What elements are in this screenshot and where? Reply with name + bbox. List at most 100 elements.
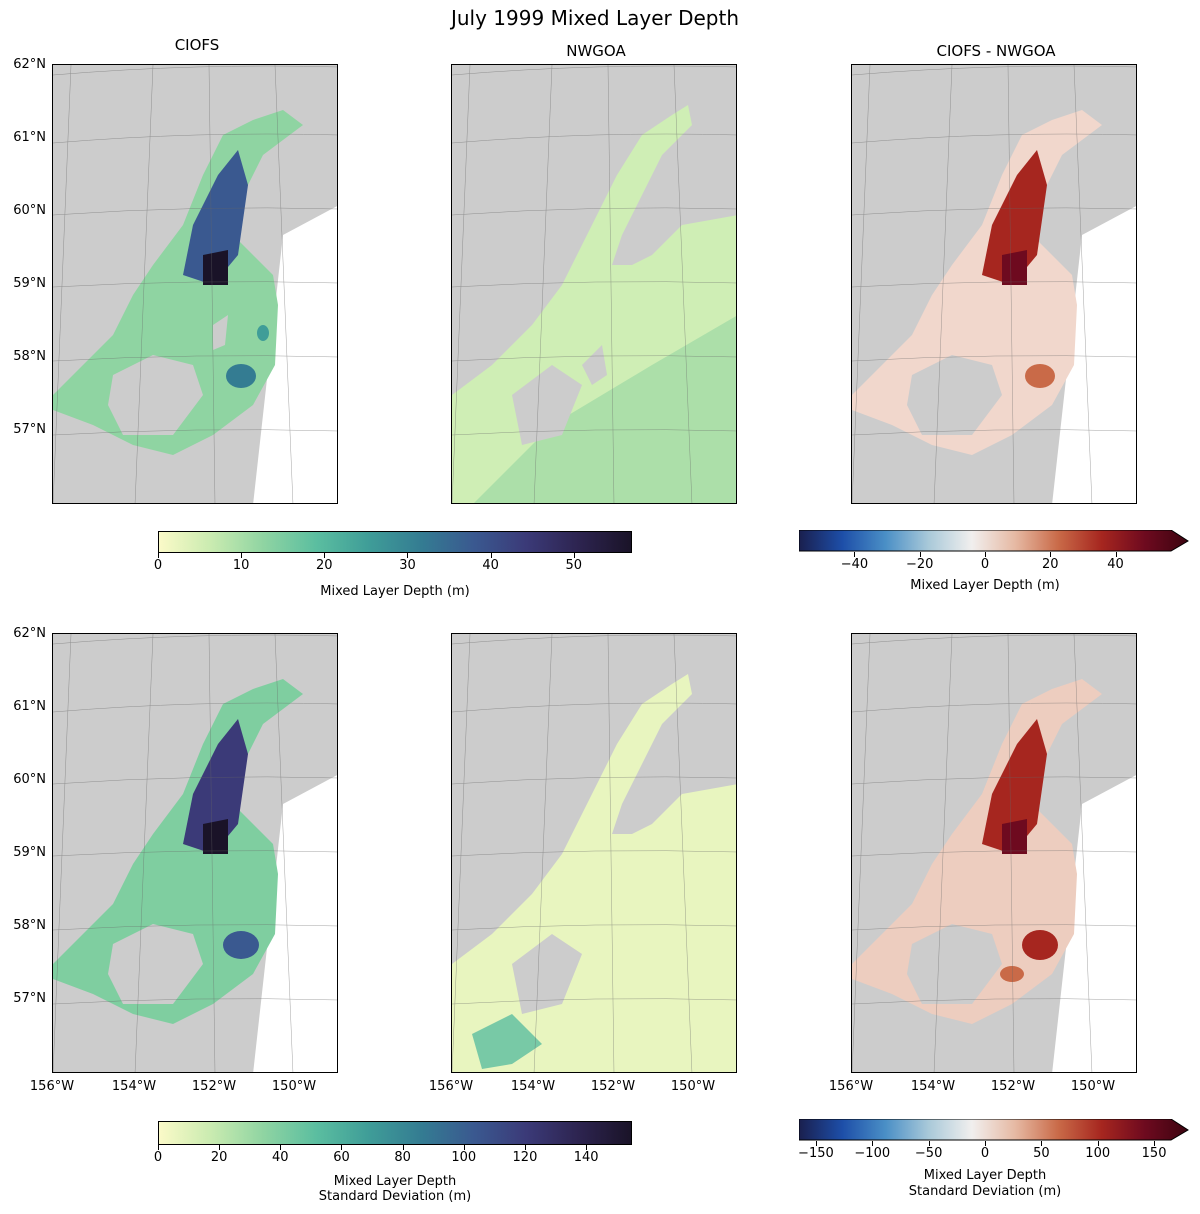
map-nwgoa-mean <box>451 64 737 504</box>
colorbar-tick-label: 100 <box>1085 1146 1111 1161</box>
lat-label: 61°N <box>13 130 46 145</box>
lon-label: 152°W <box>191 1079 237 1094</box>
colorbar-tick-mark <box>158 553 159 558</box>
lat-label: 59°N <box>13 845 46 860</box>
figure-title: July 1999 Mixed Layer Depth <box>450 6 739 30</box>
map-diff-mean <box>851 64 1137 504</box>
colorbar-tick-mark <box>985 1141 986 1146</box>
colorbar-tick-label: 40 <box>272 1150 289 1165</box>
colorbar-tick-label: 0 <box>980 557 990 572</box>
map-svg <box>852 65 1136 503</box>
colorbar-bottom-diverging <box>798 1118 1189 1141</box>
lon-label: 152°W <box>990 1079 1036 1094</box>
colorbar-label-bot-seq-2: Standard Deviation (m) <box>318 1189 472 1204</box>
colorbar-tick-label: 40 <box>1107 557 1124 572</box>
colorbar-tick-mark <box>1097 1141 1099 1146</box>
colorbar-tick-mark <box>341 1145 343 1150</box>
lat-label: 62°N <box>13 626 46 641</box>
lat-label: 57°N <box>13 422 46 437</box>
colorbar-label-bot-seq-1: Mixed Layer Depth <box>333 1174 457 1189</box>
lat-label: 59°N <box>13 276 46 291</box>
map-nwgoa-std <box>451 633 737 1073</box>
colorbar-tick-mark <box>324 553 326 558</box>
colorbar-tick-mark <box>219 1145 221 1150</box>
map-ciofs-std <box>52 633 338 1073</box>
colorbar-label-top-seq: Mixed Layer Depth (m) <box>320 584 470 599</box>
colorbar-tick-mark <box>1115 552 1117 557</box>
lon-label: 154°W <box>510 1079 556 1094</box>
colorbar-tick-mark <box>919 552 921 557</box>
map-svg <box>452 65 736 503</box>
colorbar-tick-label: 20 <box>210 1150 228 1165</box>
lat-label: 60°N <box>13 772 46 787</box>
colorbar-tick-label: 150 <box>1141 1146 1167 1161</box>
colorbar-tick-label: 50 <box>1033 1146 1050 1161</box>
colorbar-tick-mark <box>872 1141 874 1146</box>
col-title-diff: CIOFS - NWGOA <box>936 42 1056 60</box>
colorbar-tick-mark <box>402 1145 404 1150</box>
colorbar-tick-label: 50 <box>565 558 583 573</box>
colorbar-tick-mark <box>524 1145 526 1150</box>
colorbar-tick-label: 0 <box>153 558 163 573</box>
colorbar-tick-mark <box>490 553 492 558</box>
lon-label: 154°W <box>910 1079 956 1094</box>
col-title-nwgoa: NWGOA <box>566 42 626 60</box>
lon-label: 156°W <box>828 1079 874 1094</box>
lat-label: 60°N <box>13 203 46 218</box>
lat-label: 62°N <box>13 57 46 72</box>
colorbar-tick-mark <box>1041 1141 1043 1146</box>
colorbar-label-top-div: Mixed Layer Depth (m) <box>910 578 1060 593</box>
colorbar-tick-mark <box>241 553 243 558</box>
lon-label: 150°W <box>670 1079 716 1094</box>
lon-label: 150°W <box>1070 1079 1116 1094</box>
col-title-ciofs: CIOFS <box>174 36 220 54</box>
colorbar-tick-mark <box>463 1145 465 1150</box>
colorbar-tick-label: −40 <box>840 557 869 572</box>
map-svg <box>53 634 337 1072</box>
map-diff-std <box>851 633 1137 1073</box>
colorbar-tick-label: 40 <box>482 558 499 573</box>
colorbar-tick-label: 60 <box>333 1150 350 1165</box>
colorbar-tick-mark <box>586 1145 588 1150</box>
colorbar-tick-label: 30 <box>399 558 416 573</box>
colorbar-tick-mark <box>1154 1141 1156 1146</box>
colorbar-tick-label: 80 <box>394 1150 411 1165</box>
colorbar-bottom-sequential <box>158 1121 632 1145</box>
colorbar-tick-label: −100 <box>854 1146 891 1161</box>
lon-label: 156°W <box>428 1079 474 1094</box>
map-svg <box>852 634 1136 1072</box>
colorbar-tick-mark <box>158 1145 159 1150</box>
lat-label: 57°N <box>13 991 46 1006</box>
colorbar-label-bot-div-2: Standard Deviation (m) <box>908 1184 1062 1199</box>
colorbar-tick-label: 10 <box>232 558 250 573</box>
colorbar-tick-label: 140 <box>573 1150 599 1165</box>
lat-label: 58°N <box>13 918 46 933</box>
lat-label: 58°N <box>13 349 46 364</box>
colorbar-tick-label: −50 <box>914 1146 943 1161</box>
colorbar-tick-label: 0 <box>153 1150 163 1165</box>
lon-label: 150°W <box>271 1079 317 1094</box>
colorbar-tick-label: 0 <box>980 1146 990 1161</box>
colorbar-tick-label: −20 <box>906 557 934 572</box>
map-svg <box>452 634 736 1072</box>
colorbar-label-bot-div-1: Mixed Layer Depth <box>923 1168 1047 1183</box>
colorbar-tick-mark <box>928 1141 930 1146</box>
colorbar-tick-label: −150 <box>798 1146 834 1161</box>
colorbar-tick-mark <box>854 552 856 557</box>
colorbar-tick-mark <box>1050 552 1052 557</box>
colorbar-tick-mark <box>407 553 409 558</box>
lon-label: 152°W <box>590 1079 636 1094</box>
lon-label: 154°W <box>111 1079 157 1094</box>
colorbar-tick-label: 100 <box>451 1150 477 1165</box>
map-ciofs-mean <box>52 64 338 504</box>
colorbar-tick-mark <box>815 1141 817 1146</box>
lon-label: 156°W <box>29 1079 75 1094</box>
colorbar-tick-label: 20 <box>1041 557 1059 572</box>
colorbar-tick-label: 20 <box>316 558 333 573</box>
colorbar-tick-mark <box>985 552 986 557</box>
colorbar-top-sequential <box>158 531 632 553</box>
lat-label: 61°N <box>13 699 46 714</box>
colorbar-top-diverging <box>798 529 1189 552</box>
colorbar-tick-mark <box>573 553 575 558</box>
colorbar-tick-mark <box>280 1145 282 1150</box>
